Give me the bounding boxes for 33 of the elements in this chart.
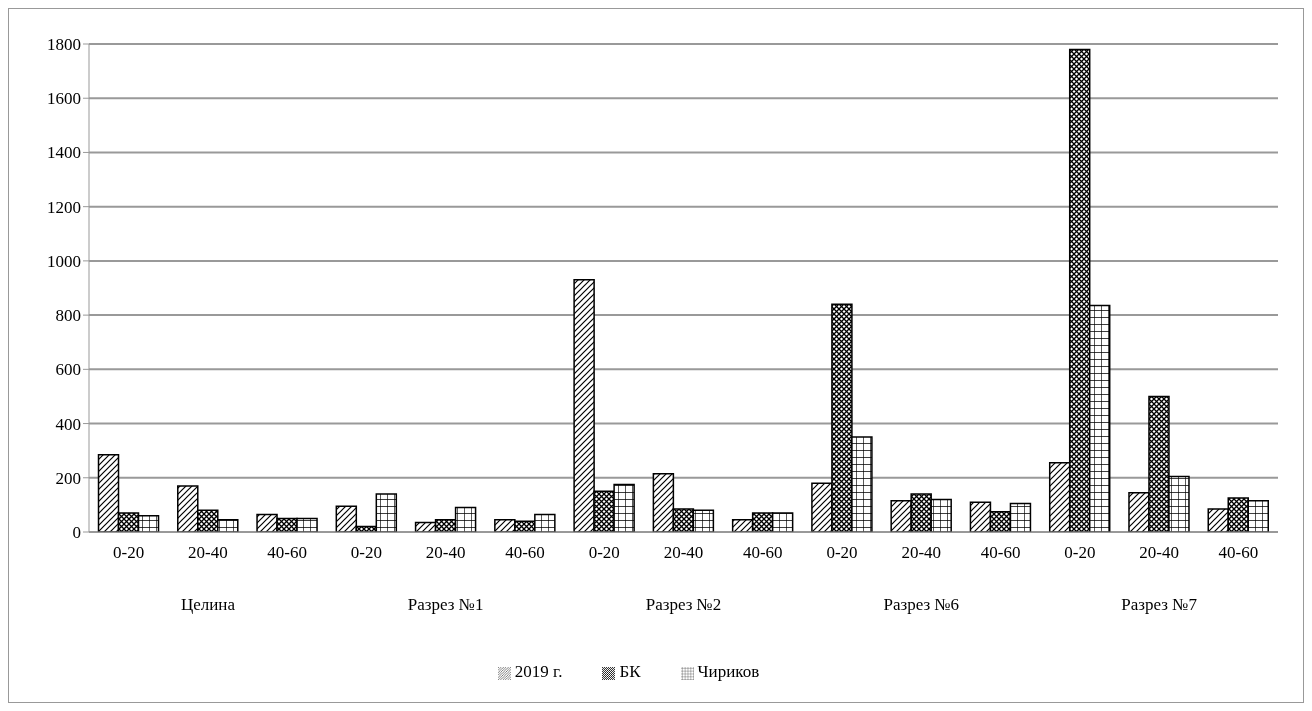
x-tick-label: 40-60 <box>742 543 783 562</box>
y-tick-label: 1000 <box>47 251 81 271</box>
x-tick-label: 40-60 <box>505 543 545 562</box>
text: Целина <box>180 595 236 614</box>
legend-label: БК <box>619 662 641 681</box>
text: Разрез №1 <box>407 595 484 614</box>
y-tick-label: 1600 <box>47 89 81 109</box>
x-tick-label: 20-40 <box>1139 543 1179 562</box>
y-tick-label: 1400 <box>47 143 81 163</box>
y-tick-label: 200 <box>55 468 81 488</box>
text: Разрез №7 <box>1121 595 1198 614</box>
y-tick-label: 400 <box>55 414 81 434</box>
x-tick-label: 40-60 <box>980 543 1021 562</box>
x-tick-label: 20-40 <box>663 543 704 562</box>
x-tick-label: 0-20 <box>113 543 145 562</box>
x-tick-label: 0-20 <box>1064 543 1096 562</box>
x-tick-label: 0-20 <box>350 543 383 562</box>
text: Разрез №6 <box>883 595 960 614</box>
x-tick-label: 0-20 <box>588 543 620 562</box>
x-tick-label: 40-60 <box>1218 543 1259 562</box>
y-tick-label: 1200 <box>47 197 81 217</box>
y-tick-label: 800 <box>55 306 81 326</box>
x-tick-label: 20-40 <box>901 543 942 562</box>
y-tick-label: 1800 <box>47 35 81 55</box>
x-tick-label: 20-40 <box>425 543 466 562</box>
legend-label: 2019 г. <box>514 662 563 681</box>
text: Разрез №2 <box>645 595 722 614</box>
y-tick-label: 600 <box>55 360 81 380</box>
x-tick-label: 0-20 <box>826 543 858 562</box>
x-tick-label: 40-60 <box>267 543 307 562</box>
y-tick-label: 0 <box>72 523 81 543</box>
legend-label: Чириков <box>697 662 760 681</box>
x-tick-label: 20-40 <box>188 543 228 562</box>
